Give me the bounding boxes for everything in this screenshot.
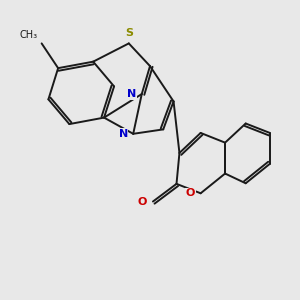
Text: O: O [137,196,146,206]
Text: N: N [119,129,128,139]
Text: S: S [125,28,133,38]
Text: CH₃: CH₃ [20,30,38,40]
Text: N: N [127,89,136,99]
Text: O: O [186,188,195,198]
